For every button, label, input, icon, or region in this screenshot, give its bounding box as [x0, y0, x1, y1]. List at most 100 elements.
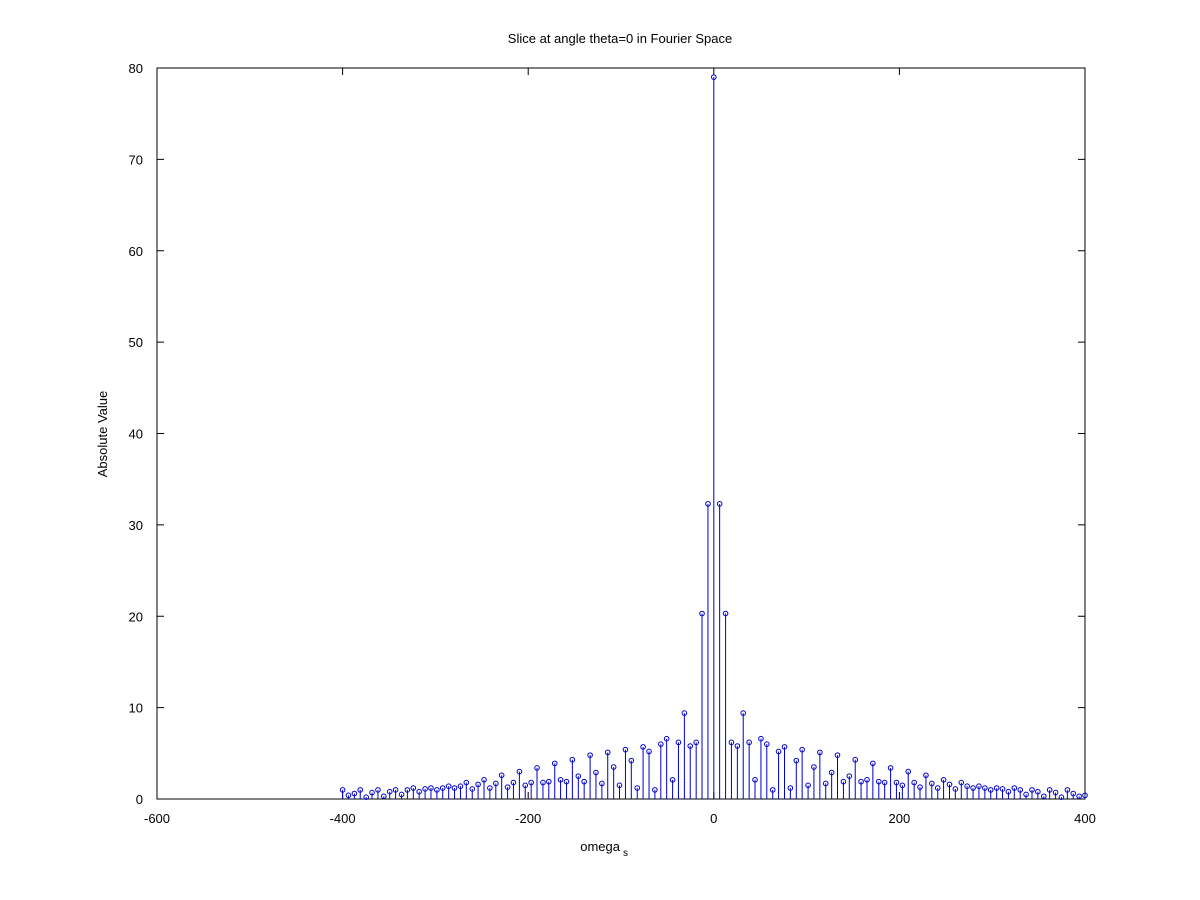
stem-marker [675, 739, 682, 746]
stem-marker [687, 743, 694, 749]
stem-marker [870, 760, 876, 767]
stem-marker [911, 779, 917, 786]
stem-marker [858, 778, 864, 785]
stem-marker [793, 757, 800, 764]
stem-marker [339, 787, 346, 793]
x-axis-label-subscript: s [623, 848, 628, 859]
stem-marker [658, 741, 664, 747]
stem-marker [1023, 791, 1029, 798]
y-tick-label: 20 [129, 609, 143, 624]
x-tick-label: -200 [515, 811, 541, 826]
stem-marker [634, 785, 641, 791]
stem-marker [946, 781, 953, 788]
stem-marker [463, 779, 470, 786]
stem-marker [934, 785, 941, 791]
stem-marker [846, 773, 853, 779]
stem-marker [363, 794, 369, 800]
stem-marker [557, 777, 564, 783]
y-tick-label: 70 [129, 152, 143, 167]
stem-marker [1011, 785, 1018, 791]
stem-marker [398, 791, 405, 798]
stem-marker [917, 784, 923, 790]
stem-marker [1029, 787, 1035, 793]
stem-marker [669, 777, 676, 783]
stem-marker [958, 779, 965, 786]
stem-marker [699, 610, 705, 617]
stem-marker [663, 735, 670, 742]
stem-marker [987, 787, 994, 793]
x-tick-label: -600 [144, 811, 170, 826]
stem-marker [469, 786, 476, 792]
stem-marker [705, 501, 711, 507]
stem-marker [740, 710, 747, 716]
stem-marker [604, 749, 611, 756]
stem-marker [375, 787, 381, 793]
stem-marker [422, 786, 428, 792]
stem-marker [493, 780, 499, 787]
stem-marker [410, 785, 417, 791]
stem-marker [769, 787, 776, 793]
stem-marker [693, 739, 699, 746]
stem-marker [828, 769, 835, 776]
stem-marker [546, 778, 552, 785]
stem-marker [528, 779, 534, 786]
stem-marker [428, 785, 434, 791]
stem-marker [982, 785, 988, 791]
stem-marker [451, 785, 458, 791]
stem-marker [392, 787, 399, 793]
stem-marker [522, 782, 529, 789]
stem-marker [923, 772, 929, 779]
stem-marker [734, 743, 741, 749]
stem-marker [952, 786, 959, 792]
stem-marker [575, 773, 582, 779]
stem-marker [652, 787, 658, 793]
stem-marker [351, 790, 358, 797]
stem-marker [540, 779, 546, 786]
stem-marker [599, 780, 605, 787]
stem-marker [775, 748, 782, 755]
stem-marker [581, 778, 587, 785]
stem-marker [864, 777, 870, 783]
stem-marker [510, 779, 517, 786]
stem-marker [970, 785, 976, 791]
stem-marker [1046, 787, 1053, 793]
chart-title: Slice at angle theta=0 in Fourier Space [508, 31, 732, 46]
stem-marker [487, 785, 493, 791]
stem-marker [1052, 789, 1059, 796]
stem-marker [646, 748, 652, 755]
stem-marker [976, 783, 982, 790]
stem-marker [905, 768, 912, 775]
stem-marker [457, 783, 464, 790]
stem-marker [840, 778, 847, 785]
stem-marker [1076, 793, 1082, 800]
stem-marker [817, 749, 823, 756]
stem-marker [434, 787, 440, 793]
stem-marker [587, 752, 593, 758]
stem-marker [551, 760, 558, 767]
stem-marker [534, 765, 540, 771]
stem-marker [881, 779, 888, 786]
stem-marker [369, 789, 375, 796]
stem-marker [681, 710, 688, 716]
stem-marker [1070, 790, 1077, 797]
stem-marker [1082, 792, 1088, 799]
stem-marker [1017, 787, 1024, 793]
stem-marker [852, 756, 859, 763]
stem-marker [964, 783, 970, 790]
stem-marker [1058, 794, 1065, 800]
stem-marker [834, 752, 841, 758]
stem-marker [787, 785, 794, 791]
stem-marker [439, 785, 446, 791]
stem-marker [928, 780, 935, 787]
stem-marker [569, 756, 576, 763]
stem-marker [610, 764, 617, 770]
stem-marker [752, 777, 758, 783]
stem-marker [386, 788, 393, 795]
stem-marker [593, 769, 599, 776]
stem-marker [893, 779, 900, 786]
stem-marker [811, 764, 817, 770]
stem-marker [999, 786, 1006, 792]
y-axis-label: Absolute Value [95, 391, 110, 478]
stem-marker [498, 772, 505, 779]
